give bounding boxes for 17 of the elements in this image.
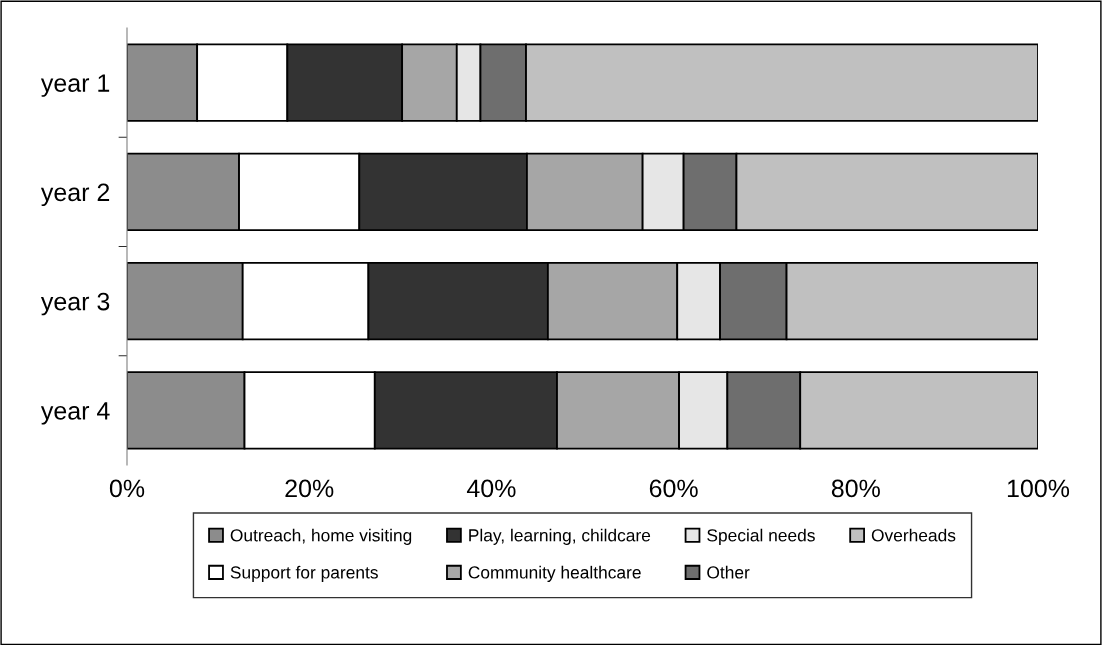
x-tick-label: 40%	[466, 479, 516, 498]
legend-label: Overheads	[871, 528, 956, 542]
y-tick-label: year 1	[40, 74, 110, 97]
x-tick-label: 80%	[831, 479, 880, 498]
y-tick-label: year 2	[40, 183, 110, 207]
x-tick-label: 0%	[109, 479, 145, 498]
x-tick-label: 100%	[1007, 479, 1070, 498]
y-tick-label: year 4	[40, 402, 110, 425]
legend-label: Play, learning, childcare	[469, 528, 651, 545]
legend-label: Special needs	[707, 528, 815, 545]
x-tick-label: 20%	[285, 479, 334, 498]
legend-label: Outreach, home visiting	[230, 528, 412, 545]
legend-label: Other	[707, 565, 750, 579]
legend-label: Support for parents	[230, 565, 378, 583]
y-tick-label: year 3	[40, 292, 110, 316]
legend-label: Community healthcare	[468, 565, 641, 583]
x-tick-label: 60%	[649, 479, 698, 498]
